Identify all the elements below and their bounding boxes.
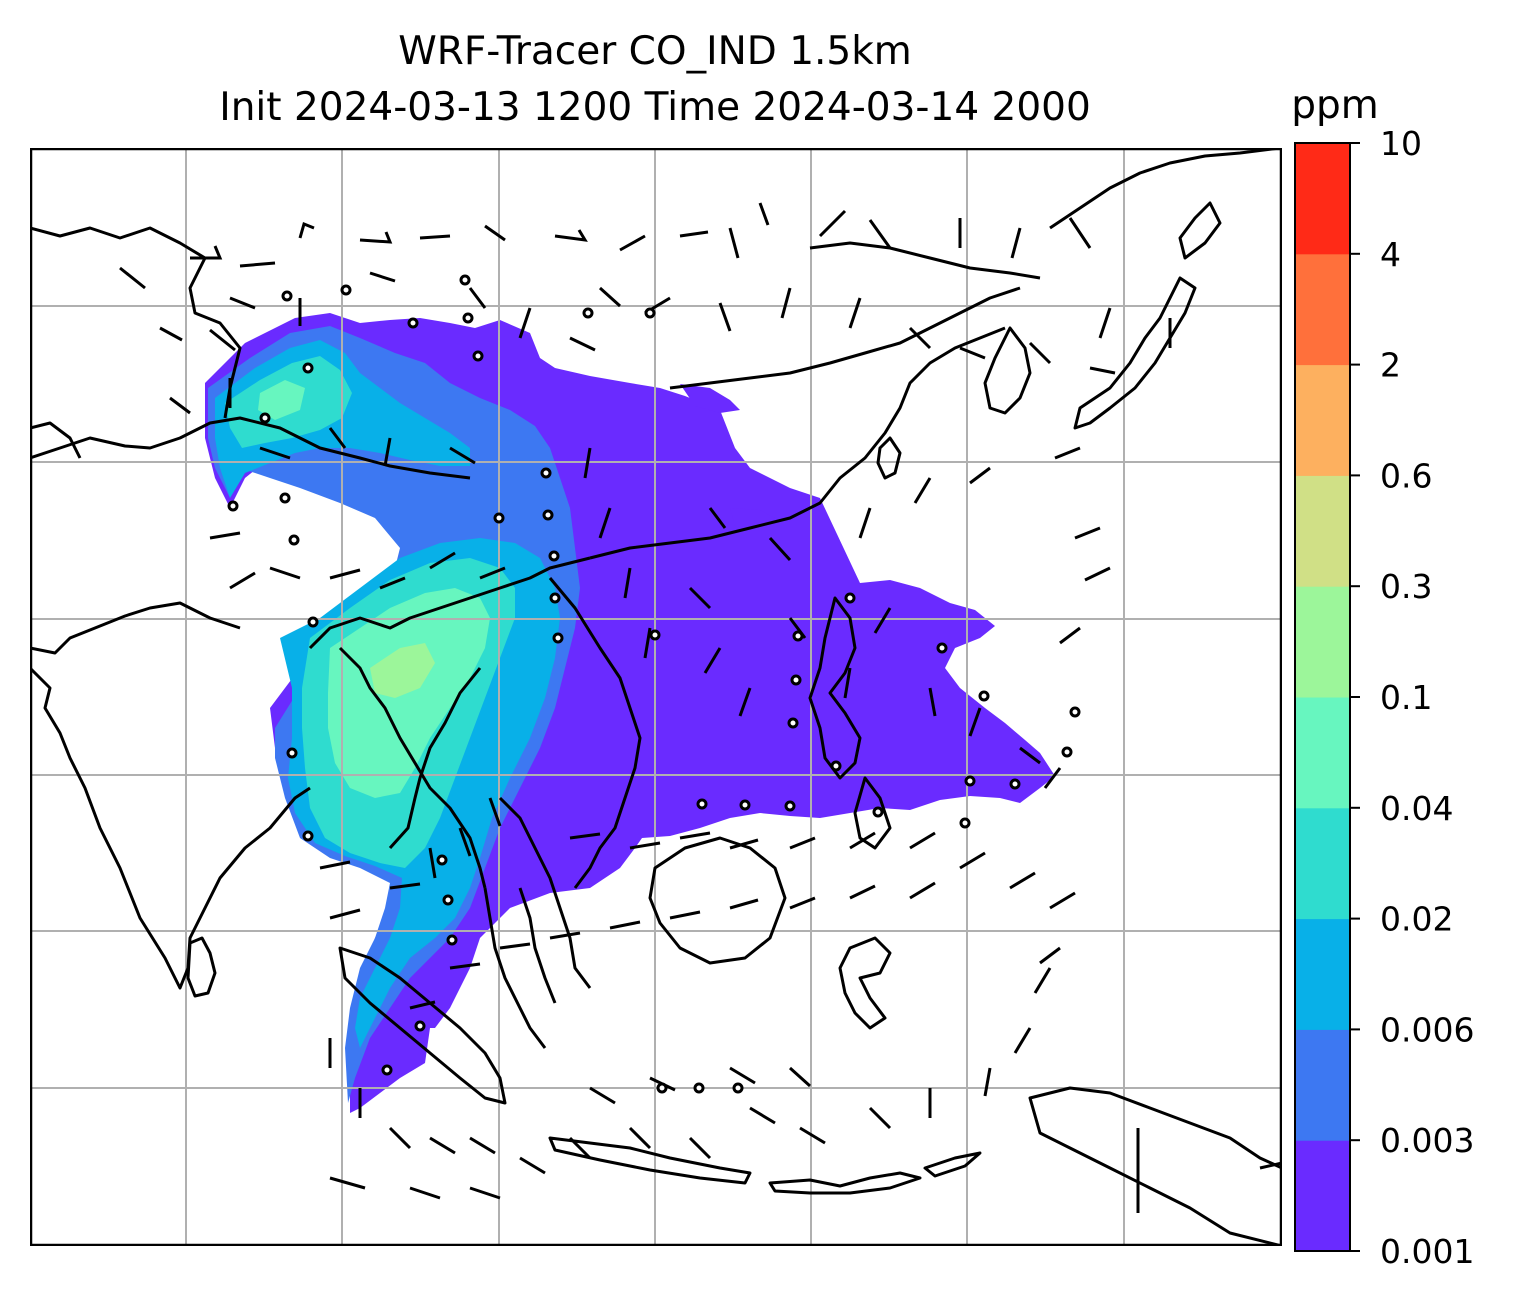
colorbar-segment bbox=[1295, 143, 1350, 255]
colorbar-frame bbox=[1294, 142, 1351, 1252]
colorbar-tick-label: 0.3 bbox=[1380, 567, 1432, 606]
tracer-map bbox=[30, 148, 1282, 1246]
sri-lanka bbox=[186, 936, 217, 998]
colorbar-ticks: 0.001 0.003 0.006 0.02 0.04 0.1 0.3 0.6 2 4 10 bbox=[1350, 124, 1474, 1271]
colorbar-segments bbox=[1295, 143, 1350, 1252]
colorbar-tick-label: 0.003 bbox=[1380, 1121, 1474, 1160]
calm-markers bbox=[227, 274, 1081, 1094]
sumatra bbox=[338, 946, 507, 1105]
japan bbox=[1073, 276, 1197, 430]
colorbar-segment bbox=[1295, 253, 1350, 366]
colorbar-tick-label: 2 bbox=[1380, 346, 1401, 385]
colorbar-tick-label: 0.006 bbox=[1380, 1010, 1474, 1049]
map-frame bbox=[30, 148, 1282, 1246]
colorbar-segment bbox=[1295, 1029, 1350, 1141]
colorbar-segment bbox=[1295, 807, 1350, 920]
colorbar-segment bbox=[1295, 475, 1350, 587]
new-guinea bbox=[1028, 1086, 1282, 1246]
colorbar-tick-label: 0.02 bbox=[1380, 900, 1453, 939]
tracer-plume bbox=[205, 313, 1055, 1113]
colorbar-segment bbox=[1295, 364, 1350, 476]
colorbar: ppm 0.001 0.003 0.006 0.02 0.04 0.1 0.3 0.6 2 4 10 bbox=[1291, 83, 1474, 1271]
colorbar-tick-label: 0.04 bbox=[1380, 789, 1453, 828]
map-title-line-2: Init 2024-03-13 1200 Time 2024-03-14 200… bbox=[219, 85, 1091, 130]
colorbar-tick-label: 10 bbox=[1380, 124, 1422, 163]
colorbar-segment bbox=[1295, 1140, 1350, 1252]
plume-level-004 bbox=[328, 588, 490, 798]
colorbar-tick-label: 0.001 bbox=[1380, 1232, 1474, 1271]
colorbar-tick-label: 4 bbox=[1380, 235, 1401, 274]
colorbar-segment bbox=[1295, 697, 1350, 809]
map-title-line-1: WRF-Tracer CO_IND 1.5km bbox=[398, 29, 912, 74]
colorbar-segment bbox=[1295, 918, 1350, 1030]
java bbox=[548, 1136, 752, 1185]
colorbar-tick-label: 0.1 bbox=[1380, 678, 1432, 717]
colorbar-segment bbox=[1295, 586, 1350, 698]
colorbar-tick-label: 0.6 bbox=[1380, 456, 1432, 495]
colorbar-unit: ppm bbox=[1291, 83, 1379, 128]
borneo bbox=[648, 836, 787, 965]
